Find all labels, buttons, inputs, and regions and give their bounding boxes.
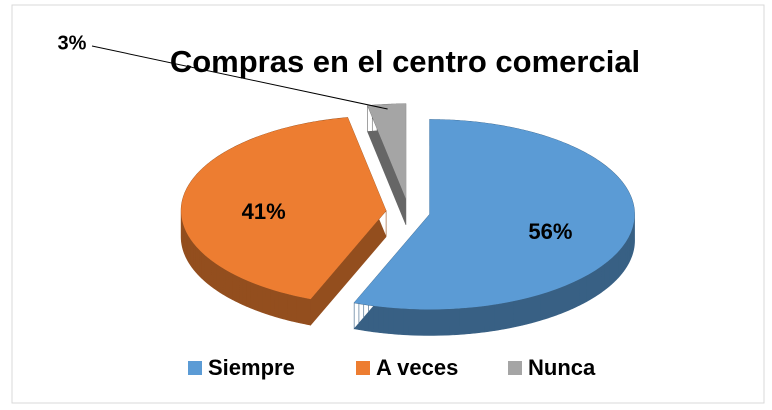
legend-swatch [188, 361, 202, 375]
data-label: 3% [58, 32, 87, 54]
slice [367, 103, 406, 199]
legend-item: A veces [356, 355, 458, 380]
legend-item: Nunca [508, 355, 596, 380]
chart-title: Compras en el centro comercial [170, 44, 640, 79]
slice [354, 119, 635, 310]
data-label: 41% [242, 199, 286, 224]
chart-border [11, 4, 765, 404]
leader-line [91, 45, 388, 110]
data-label: 56% [528, 219, 572, 244]
legend-item: Siempre [188, 355, 295, 380]
legend-label: Nunca [528, 355, 596, 380]
slice [181, 117, 387, 300]
legend-label: Siempre [208, 355, 295, 380]
legend-swatch [508, 361, 522, 375]
legend-swatch [356, 361, 370, 375]
legend-label: A veces [376, 355, 458, 380]
